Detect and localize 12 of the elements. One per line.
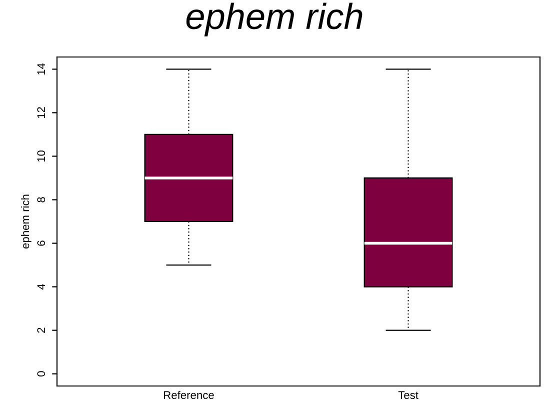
- y-tick-label: 10: [37, 150, 46, 162]
- chart-title: ephem rich: [186, 2, 362, 36]
- y-tick-label: 2: [37, 328, 45, 333]
- y-tick-label: 14: [37, 63, 45, 75]
- x-tick-label: Reference: [164, 390, 214, 400]
- y-tick-label: 8: [37, 197, 46, 202]
- y-tick-label: 4: [37, 284, 45, 290]
- x-tick-label: Test: [398, 391, 418, 400]
- y-tick-label: 0: [37, 371, 46, 376]
- y-tick-label: 12: [37, 107, 45, 118]
- y-tick-label: 6: [37, 240, 46, 246]
- y-axis-title: ephem rich: [21, 194, 32, 249]
